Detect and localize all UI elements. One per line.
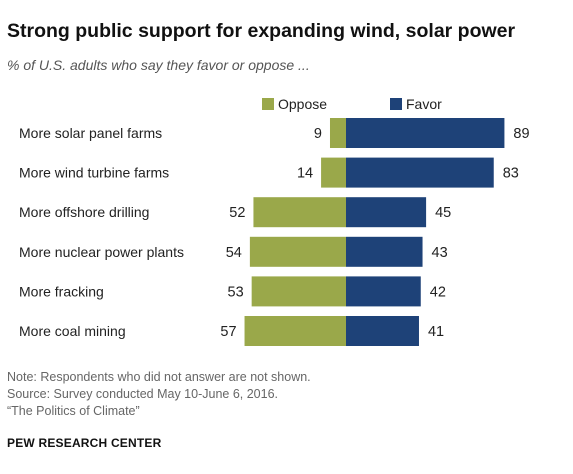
bar-favor [346, 157, 494, 188]
category-label: More solar panel farms [19, 125, 162, 141]
legend-swatch-favor [390, 98, 402, 110]
bar-oppose [249, 236, 346, 267]
value-label-oppose: 9 [314, 126, 322, 142]
bar-oppose [321, 157, 346, 188]
bar-favor [346, 276, 421, 307]
row-more-offshore-drilling: More offshore drilling 52 45 [19, 197, 451, 228]
legend-swatch-oppose [262, 98, 274, 110]
value-label-favor: 83 [503, 166, 519, 182]
value-label-oppose: 53 [228, 284, 244, 300]
value-label-favor: 43 [432, 245, 448, 261]
diverging-bar-chart: Oppose Favor More solar panel farms 9 89Mor… [19, 96, 530, 346]
bar-favor [346, 197, 427, 228]
value-label-oppose: 54 [226, 245, 242, 261]
legend: Oppose Favor [262, 96, 442, 112]
legend-label-favor: Favor [406, 96, 442, 112]
row-more-coal-mining: More coal mining 57 41 [19, 316, 444, 346]
value-label-oppose: 57 [220, 324, 236, 340]
category-label: More wind turbine farms [19, 165, 169, 181]
value-label-favor: 41 [428, 324, 444, 340]
row-more-nuclear-power-plants: More nuclear power plants 54 43 [19, 236, 448, 267]
bar-favor [346, 316, 419, 346]
source-organization: PEW RESEARCH CENTER [7, 436, 162, 450]
value-label-favor: 42 [430, 284, 446, 300]
row-more-fracking: More fracking 53 42 [19, 276, 446, 307]
note-line: Note: Respondents who did not answer are… [7, 370, 311, 384]
row-more-solar-panel-farms: More solar panel farms 9 89 [19, 118, 530, 148]
notes: Note: Respondents who did not answer are… [7, 369, 311, 420]
bar-oppose [244, 316, 346, 346]
bar-favor [346, 118, 505, 148]
source-line: Source: Survey conducted May 10-June 6, … [7, 387, 278, 401]
bar-favor [346, 236, 423, 267]
chart-subtitle: % of U.S. adults who say they favor or o… [7, 57, 310, 73]
row-more-wind-turbine-farms: More wind turbine farms 14 83 [19, 157, 519, 188]
report-title-line: “The Politics of Climate” [7, 404, 140, 418]
legend-label-oppose: Oppose [278, 96, 327, 112]
category-label: More offshore drilling [19, 204, 149, 220]
chart-title: Strong public support for expanding wind… [7, 20, 516, 42]
value-label-oppose: 52 [229, 205, 245, 221]
category-label: More fracking [19, 283, 104, 299]
category-label: More coal mining [19, 323, 126, 339]
value-label-favor: 89 [513, 126, 529, 142]
category-label: More nuclear power plants [19, 244, 184, 260]
bar-oppose [329, 118, 346, 148]
value-label-oppose: 14 [297, 166, 313, 182]
bar-oppose [253, 197, 346, 228]
bar-oppose [251, 276, 346, 307]
value-label-favor: 45 [435, 205, 451, 221]
chart-rows: More solar panel farms 9 89 More wind turbi… [19, 118, 530, 346]
